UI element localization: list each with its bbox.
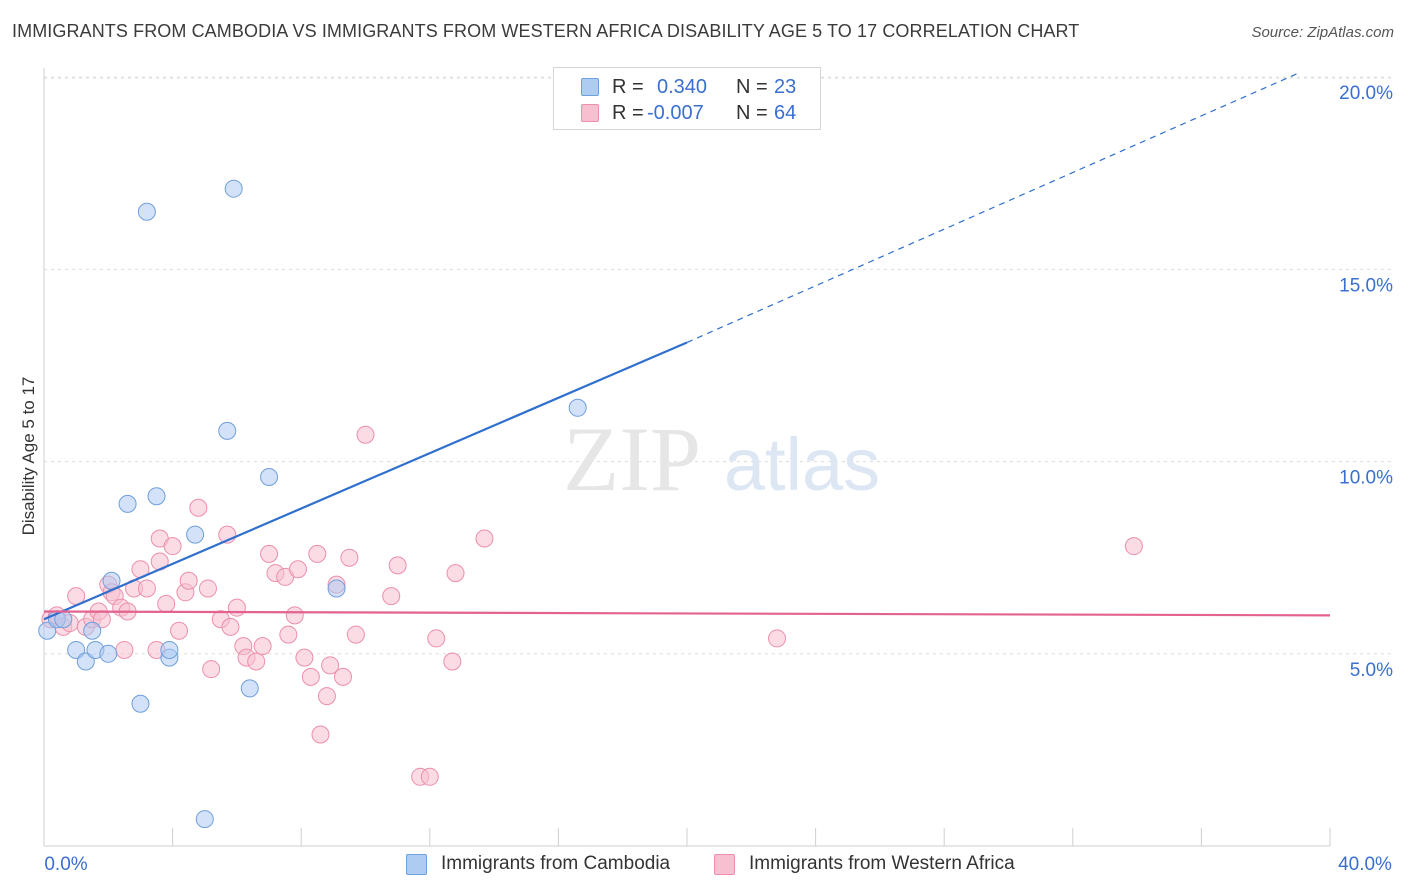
cambodia-point xyxy=(327,579,346,598)
source-credit: Source: ZipAtlas.com xyxy=(1251,24,1394,41)
series-cambodia-points xyxy=(38,179,587,829)
western-africa-point xyxy=(189,498,208,517)
western-africa-point xyxy=(317,687,336,706)
stats-row-western-africa: R = -0.007 N = 64 xyxy=(554,100,820,126)
western-africa-point xyxy=(475,529,494,548)
cambodia-swatch xyxy=(581,78,599,96)
chart-title: IMMIGRANTS FROM CAMBODIA VS IMMIGRANTS F… xyxy=(12,21,1080,41)
cambodia-point xyxy=(76,652,95,671)
western-africa-point xyxy=(260,544,279,563)
western-africa-point xyxy=(446,564,465,583)
western-africa-swatch xyxy=(581,104,599,122)
western-africa-point xyxy=(420,767,439,786)
western-africa-point xyxy=(202,660,221,679)
western-africa-point xyxy=(247,652,266,671)
western-africa-point xyxy=(768,629,787,648)
western-africa-point xyxy=(285,606,304,625)
cambodia-r-label: R = xyxy=(612,76,644,98)
y-tick-labels: 5.0% 10.0% 15.0% 20.0% xyxy=(1339,83,1393,681)
x-tick-label-min: 0.0% xyxy=(44,854,87,875)
cambodia-point xyxy=(160,640,179,659)
legend-item-cambodia[interactable]: Immigrants from Cambodia xyxy=(406,851,706,877)
cambodia-point xyxy=(240,679,259,698)
watermark-zip: ZIP xyxy=(563,408,701,510)
y-axis-label: Disability Age 5 to 17 xyxy=(19,377,38,536)
cambodia-point xyxy=(118,494,137,513)
legend-western-africa-swatch xyxy=(714,854,735,875)
western-africa-point xyxy=(115,640,134,659)
legend-cambodia-label: Immigrants from Cambodia xyxy=(441,853,671,874)
cambodia-point xyxy=(131,694,150,713)
watermark-atlas: atlas xyxy=(724,423,880,506)
cambodia-trend-line xyxy=(43,341,688,621)
western-africa-r-label: R = xyxy=(612,102,644,124)
cambodia-point xyxy=(568,398,587,417)
western-africa-point xyxy=(179,571,198,590)
western-africa-r-value: -0.007 xyxy=(647,102,704,124)
western-africa-point xyxy=(427,629,446,648)
stats-row-cambodia: R = 0.340 N = 23 xyxy=(554,74,820,100)
western-africa-point xyxy=(301,667,320,686)
cambodia-point xyxy=(99,644,118,663)
western-africa-point xyxy=(279,625,298,644)
cambodia-n-value: 23 xyxy=(774,76,797,98)
legend-western-africa-label: Immigrants from Western Africa xyxy=(749,853,1015,874)
western-africa-point xyxy=(253,637,272,656)
western-africa-point xyxy=(321,656,340,675)
western-africa-point xyxy=(356,425,375,444)
cambodia-point xyxy=(147,487,166,506)
western-africa-point xyxy=(170,621,189,640)
cambodia-point xyxy=(195,810,214,829)
western-africa-point xyxy=(288,560,307,579)
cambodia-point xyxy=(218,421,237,440)
western-africa-n-value: 64 xyxy=(774,102,797,124)
cambodia-point xyxy=(137,202,156,221)
western-africa-point xyxy=(388,556,407,575)
western-africa-point xyxy=(1124,537,1143,556)
cambodia-point xyxy=(83,621,102,640)
series-western-africa-points xyxy=(41,425,1143,786)
western-africa-point xyxy=(137,579,156,598)
cambodia-point xyxy=(67,640,86,659)
stats-box: R = 0.340 N = 23 R = -0.007 N = 64 xyxy=(553,67,821,130)
y-tick-label: 5.0% xyxy=(1350,660,1393,681)
legend-item-western-africa[interactable]: Immigrants from Western Africa xyxy=(714,851,1054,877)
cambodia-trend-extension xyxy=(686,72,1299,343)
x-tick-label-max: 40.0% xyxy=(1338,854,1392,875)
western-africa-point xyxy=(340,548,359,567)
western-africa-point xyxy=(295,648,314,667)
cambodia-n-label: N = xyxy=(736,76,768,98)
legend-cambodia-swatch xyxy=(406,854,427,875)
western-africa-point xyxy=(227,598,246,617)
cambodia-point xyxy=(38,621,57,640)
y-tick-label: 10.0% xyxy=(1339,468,1393,489)
cambodia-point xyxy=(260,467,279,486)
western-africa-point xyxy=(333,667,352,686)
western-africa-point xyxy=(198,579,217,598)
western-africa-trend-line xyxy=(43,610,1331,617)
watermark: ZIP atlas xyxy=(563,408,880,510)
western-africa-point xyxy=(308,544,327,563)
western-africa-point xyxy=(443,652,462,671)
x-axis xyxy=(43,68,1331,847)
gridlines xyxy=(44,76,1395,655)
cambodia-point xyxy=(224,179,243,198)
western-africa-point xyxy=(311,725,330,744)
western-africa-point xyxy=(382,587,401,606)
cambodia-point xyxy=(186,525,205,544)
cambodia-r-value: 0.340 xyxy=(657,76,708,98)
trend-lines xyxy=(43,72,1331,621)
western-africa-point xyxy=(163,537,182,556)
y-tick-label: 20.0% xyxy=(1339,83,1393,104)
western-africa-n-label: N = xyxy=(736,102,768,124)
western-africa-point xyxy=(157,594,176,613)
western-africa-point xyxy=(221,617,240,636)
y-tick-label: 15.0% xyxy=(1339,275,1393,296)
western-africa-point xyxy=(346,625,365,644)
